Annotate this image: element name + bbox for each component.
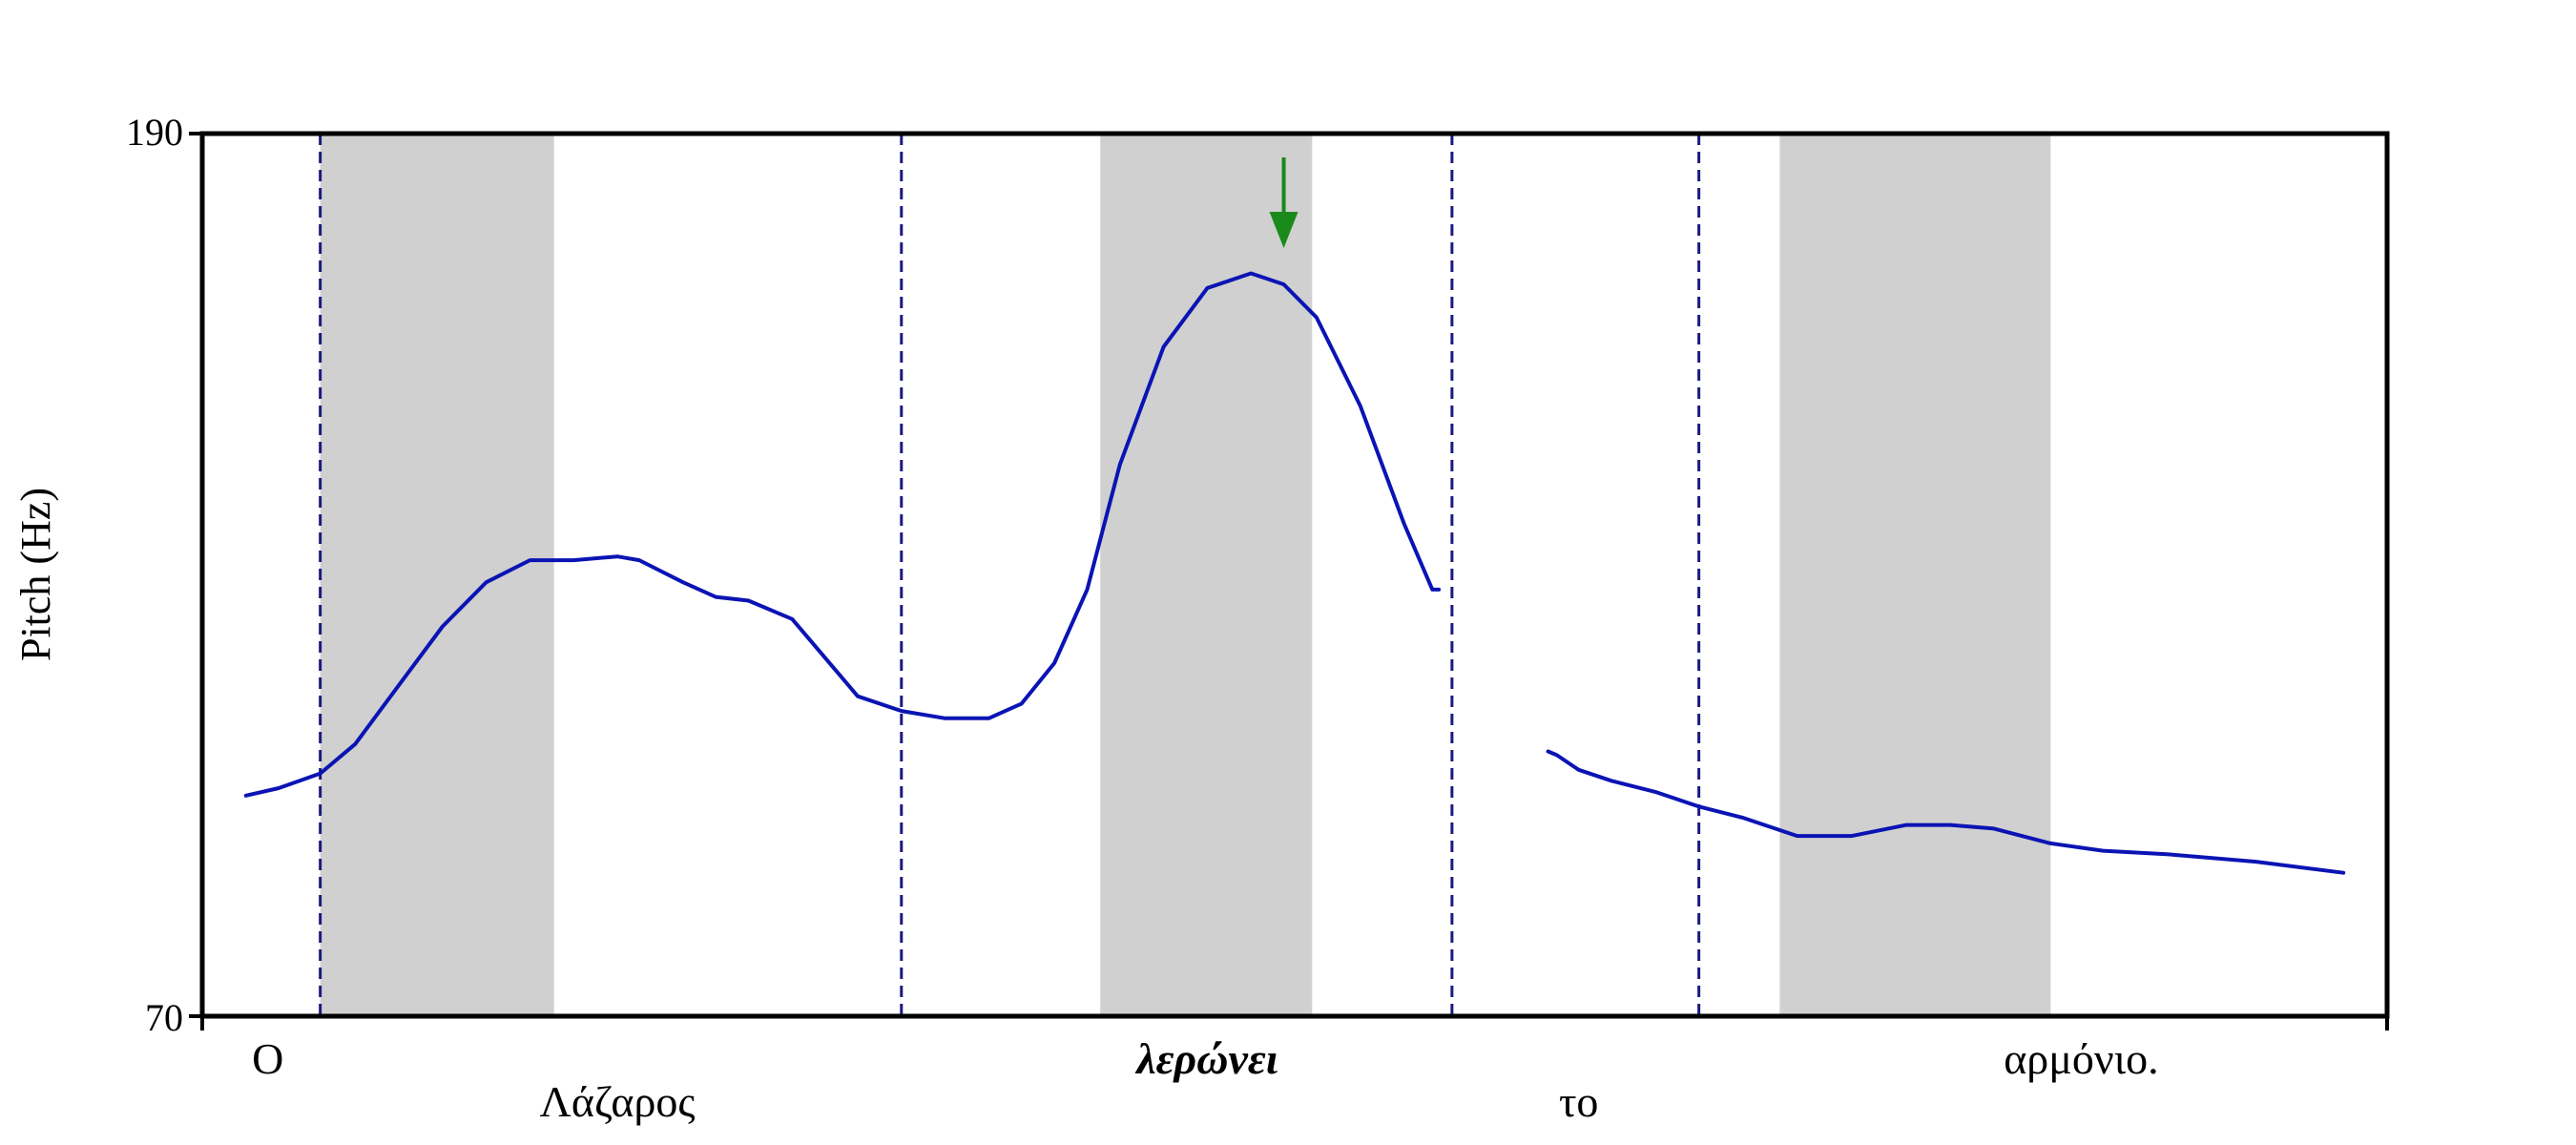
peak-arrow-head	[1269, 212, 1298, 248]
y-axis-label: Pitch (Hz)	[12, 488, 59, 661]
pitch-contour-segment-1	[243, 271, 1442, 798]
word-label-5: αρμόνιο.	[2004, 1034, 2158, 1083]
plot-frame	[199, 131, 2390, 1019]
stressed-syllable-shading	[320, 134, 2051, 1016]
pitch-contour	[243, 271, 2346, 875]
y-tick-label-bottom: 70	[145, 996, 183, 1039]
word-labels: Ο Λάζαρος λερώνει το αρμόνιο.	[252, 1034, 2159, 1126]
word-label-3: λερώνει	[1134, 1034, 1278, 1083]
word-label-1: Ο	[252, 1034, 283, 1083]
word-label-4: το	[1559, 1077, 1599, 1126]
peak-marker	[1269, 157, 1298, 248]
word-label-2: Λάζαρος	[540, 1077, 696, 1126]
y-tick-label-top: 190	[126, 111, 183, 154]
pitch-contour-segment-2	[1546, 749, 2346, 875]
shaded-region-2	[1100, 134, 1313, 1016]
word-boundary-lines	[319, 134, 1701, 1016]
shaded-region-3	[1779, 134, 2051, 1016]
shaded-region-1	[320, 134, 554, 1016]
